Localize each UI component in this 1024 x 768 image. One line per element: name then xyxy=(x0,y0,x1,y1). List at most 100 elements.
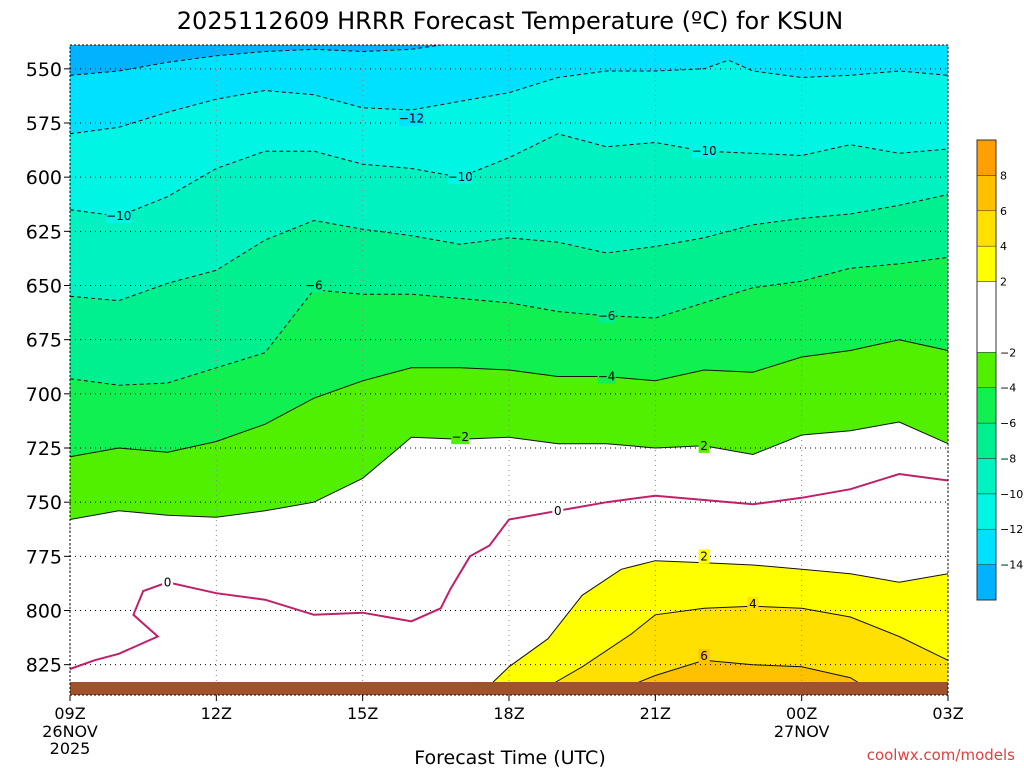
isotherm-label-group: 4 xyxy=(747,597,759,611)
isotherm-label-bg xyxy=(447,170,473,185)
isotherm-label-group: −4 xyxy=(597,369,616,384)
colorbar-label: −8 xyxy=(1000,452,1016,465)
colorbar-swatch-16 xyxy=(976,564,997,601)
isotherm-label-text: −10 xyxy=(106,209,131,223)
credit-text: coolwx.com/models xyxy=(867,746,1015,764)
y-axis: 550 575 600 625 650 675 700 725 750 775 800 825 xyxy=(26,59,70,677)
y-tick-label: 750 xyxy=(26,492,62,514)
y-tick-label: 600 xyxy=(26,167,62,189)
isotherm-label-text: −10 xyxy=(691,144,716,158)
colorbar-label: −4 xyxy=(1000,382,1016,395)
isotherm-label-bg xyxy=(698,649,710,663)
x-tick-label: 12Z xyxy=(201,704,232,723)
fill-band-14 xyxy=(70,45,441,76)
isotherm-label-bg xyxy=(451,430,470,445)
isotherm-label-group: −6 xyxy=(304,278,323,293)
isotherm-label-bg xyxy=(691,144,717,159)
isotherm-label-group: −10 xyxy=(106,209,132,224)
isotherm-line-4 xyxy=(69,339,949,458)
y-tick-label: 700 xyxy=(26,384,62,406)
y-tick-label: 800 xyxy=(26,601,62,623)
y-tick-label: 575 xyxy=(26,113,62,135)
fill-band-12 xyxy=(70,45,948,134)
isotherm-label-text: 2 xyxy=(700,439,708,453)
temperature-fills xyxy=(70,45,948,695)
y-tick-label: 725 xyxy=(26,438,62,460)
y-tick-label: 625 xyxy=(26,221,62,243)
x-tick-sublabel: 2025 xyxy=(50,739,91,758)
isotherm-label-bg xyxy=(162,575,174,590)
isotherm-label-bg xyxy=(747,597,759,611)
isotherm-label-bg xyxy=(398,111,424,126)
isotherm-label-bg xyxy=(597,308,616,323)
isotherm-label-text: 2 xyxy=(700,549,708,563)
y-tick-label: 675 xyxy=(26,330,62,352)
colorbar-swatch-10 xyxy=(976,458,997,495)
colorbar-swatch-14 xyxy=(976,528,997,565)
x-tick-label: 18Z xyxy=(493,704,524,723)
colorbar-swatch-6 xyxy=(976,175,997,212)
ground-strip xyxy=(70,682,948,695)
x-tick-label: 21Z xyxy=(640,704,671,723)
isotherm-label-bg xyxy=(552,503,564,518)
colorbar-swatch-2 xyxy=(976,281,997,353)
isotherm-line-14 xyxy=(69,44,441,76)
isotherm-lines xyxy=(69,44,949,696)
isotherm-label-group: 0 xyxy=(552,503,564,518)
isotherm-label-text: 6 xyxy=(700,649,708,663)
chart-title: 2025112609 HRRR Forecast Temperature (ºC… xyxy=(177,7,843,35)
isotherm-label-text: −6 xyxy=(305,279,323,293)
x-tick-label: 00Z xyxy=(786,704,817,723)
isotherm-label-group: −6 xyxy=(597,308,616,323)
x-tick-label: 09Z xyxy=(54,704,85,723)
colorbar-swatch-8 xyxy=(976,139,997,176)
warm-fill-4 xyxy=(533,606,948,695)
colorbar-label: 6 xyxy=(1000,205,1007,218)
isotherm-labels: −12 −10 −10 −10 −6 −6 −4 −2 2 2 4 6 0 0 xyxy=(106,111,759,663)
isotherm-label-text: −2 xyxy=(451,430,469,444)
y-tick-label: 550 xyxy=(26,59,62,81)
isotherm-line-8 xyxy=(69,194,949,302)
isotherm-label-group: −12 xyxy=(398,111,424,126)
isotherm-label-group: −10 xyxy=(447,170,473,185)
x-axis-title: Forecast Time (UTC) xyxy=(414,747,605,768)
isotherm-label-bg xyxy=(698,438,710,453)
isotherm-label-bg xyxy=(106,209,132,224)
colorbar-label: −6 xyxy=(1000,417,1016,430)
colorbar-label: 8 xyxy=(1000,169,1007,182)
colorbar-label: −10 xyxy=(1000,488,1023,501)
colorbar-swatch-4 xyxy=(976,352,997,388)
colorbar-swatch-6 xyxy=(976,387,997,424)
colorbar-label: −14 xyxy=(1000,559,1023,572)
colorbar: 8 6 4 2 −2 −4 −6 −8 −10 −12 −14 xyxy=(976,139,1023,601)
colorbar-frame xyxy=(976,139,997,601)
colorbar-label: 2 xyxy=(1000,276,1007,289)
x-tick-label: 03Z xyxy=(932,704,963,723)
plot-area: −12 −10 −10 −10 −6 −6 −4 −2 2 2 4 6 0 0 xyxy=(69,44,949,696)
isotherm-label-group: −2 xyxy=(451,430,470,445)
isotherm-label-bg xyxy=(698,549,710,564)
isotherm-line-2 xyxy=(69,421,949,520)
isotherm-label-group: 2 xyxy=(698,438,710,453)
colorbar-label: 4 xyxy=(1000,240,1007,253)
colorbar-label: −12 xyxy=(1000,523,1023,536)
isotherm-label-text: 0 xyxy=(164,575,172,589)
isotherm-line-4-warm xyxy=(533,605,949,696)
isotherm-label-bg xyxy=(597,369,616,384)
isotherm-label-text: −6 xyxy=(598,309,616,323)
colorbar-swatch-8 xyxy=(976,422,997,459)
isotherm-label-group: 6 xyxy=(698,649,710,663)
isotherm-label-text: −4 xyxy=(598,370,616,384)
isotherm-line-6 xyxy=(69,256,949,386)
y-tick-label: 825 xyxy=(26,655,62,677)
x-tick-sublabel: 26NOV xyxy=(42,722,98,741)
isotherm-label-text: −12 xyxy=(399,112,424,126)
isotherm-label-group: −10 xyxy=(691,144,717,159)
colorbar-swatch-2 xyxy=(976,245,997,282)
y-tick-label: 650 xyxy=(26,276,62,298)
y-tick-label: 775 xyxy=(26,546,62,568)
isotherm-label-text: 0 xyxy=(554,504,562,518)
isotherm-label-bg xyxy=(304,278,323,293)
